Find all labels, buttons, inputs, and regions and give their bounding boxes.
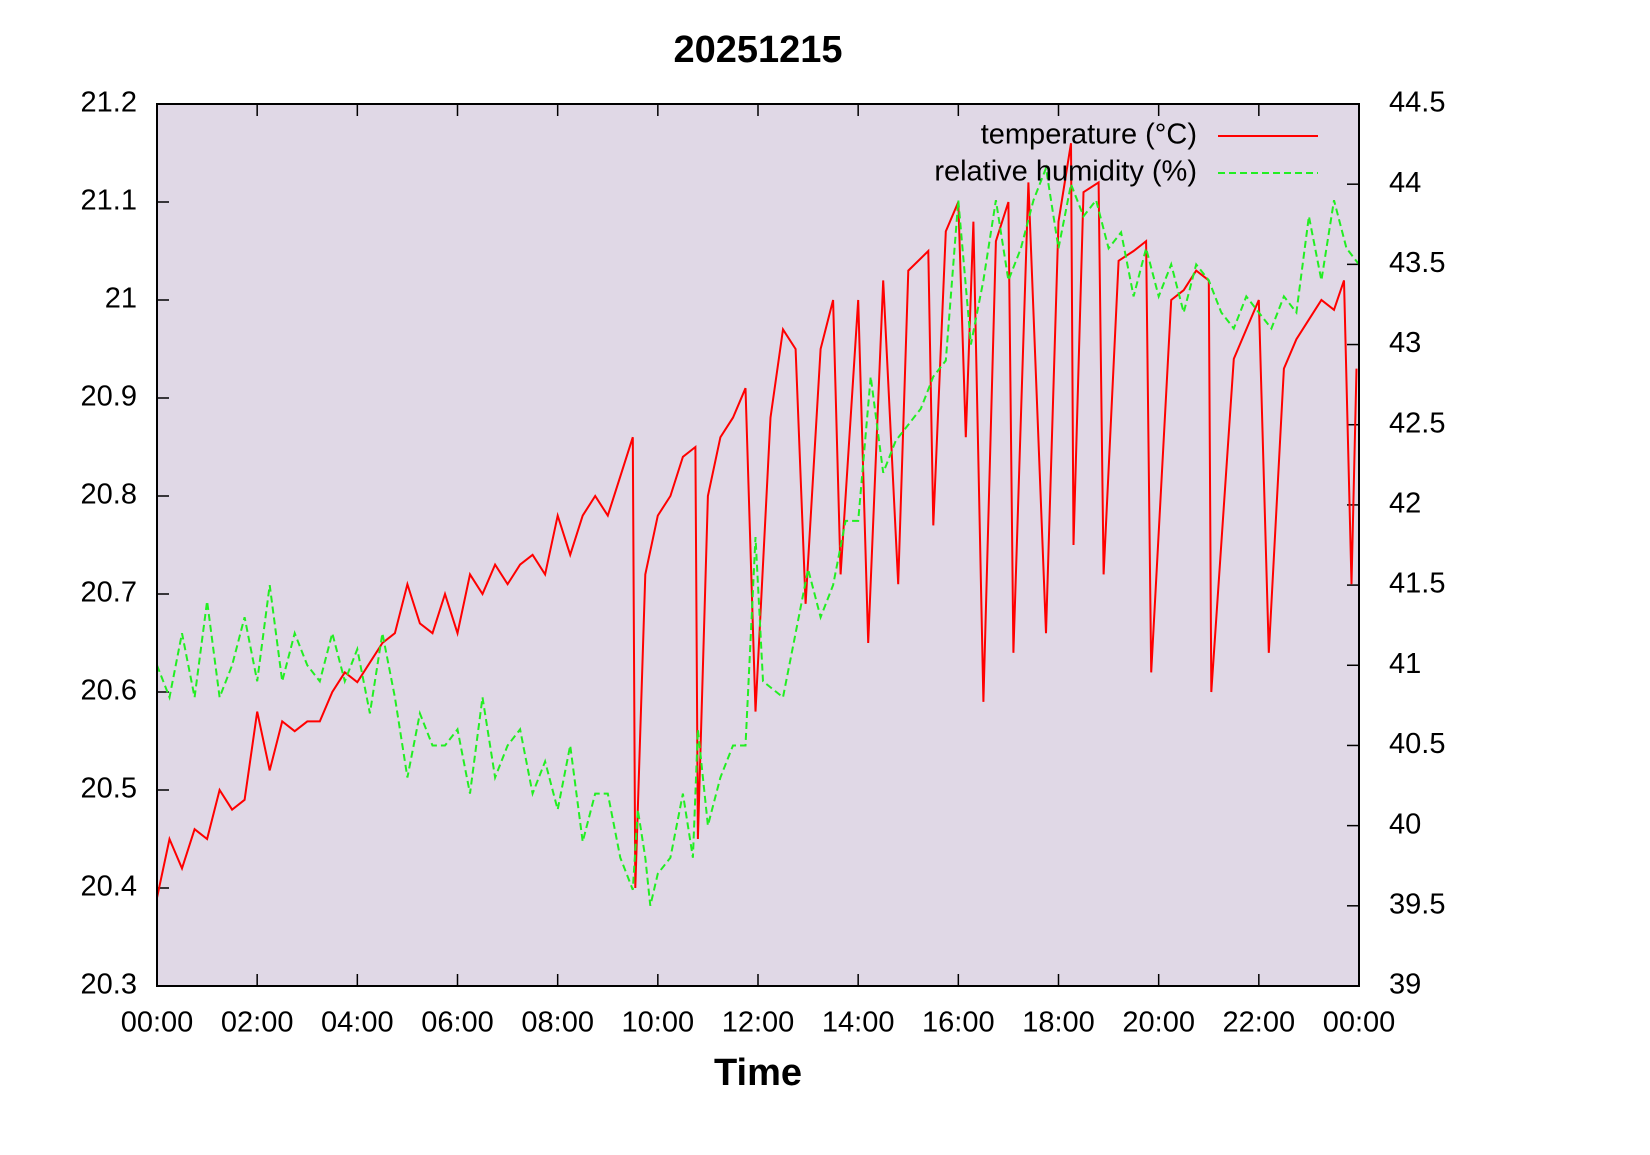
- y-tick-label: 21: [105, 283, 137, 315]
- y2-tick-label: 39.5: [1389, 888, 1445, 920]
- x-tick-label: 18:00: [1022, 1007, 1095, 1039]
- legend-label: temperature (°C): [981, 119, 1197, 151]
- x-axis-label: Time: [714, 1052, 802, 1094]
- x-tick-label: 00:00: [121, 1007, 194, 1039]
- y2-tick-label: 40: [1389, 808, 1421, 840]
- y-tick-label: 20.7: [81, 577, 137, 609]
- y-tick-label: 21.2: [81, 87, 137, 119]
- y2-tick-label: 43.5: [1389, 247, 1445, 279]
- y2-tick-label: 44.5: [1389, 87, 1445, 119]
- y-tick-label: 20.5: [81, 773, 137, 805]
- y-tick-label: 20.6: [81, 675, 137, 707]
- y2-tick-label: 42: [1389, 488, 1421, 520]
- x-tick-label: 02:00: [221, 1007, 294, 1039]
- series-line: [156, 143, 1358, 899]
- y2-tick-label: 43: [1389, 327, 1421, 359]
- y2-tick-label: 44: [1389, 167, 1421, 199]
- x-tick-label: 14:00: [822, 1007, 895, 1039]
- x-tick-label: 22:00: [1223, 1007, 1296, 1039]
- x-tick-label: 16:00: [922, 1007, 995, 1039]
- y-tick-label: 20.9: [81, 381, 137, 413]
- x-tick-label: 08:00: [521, 1007, 594, 1039]
- x-tick-label: 04:00: [321, 1007, 394, 1039]
- y-tick-label: 20.4: [81, 871, 137, 903]
- y2-tick-label: 41: [1389, 648, 1421, 680]
- y-tick-label: 21.1: [81, 185, 137, 217]
- x-tick-label: 12:00: [722, 1007, 795, 1039]
- legend-label: relative humidity (%): [934, 156, 1197, 188]
- chart-title: 20251215: [673, 29, 842, 71]
- x-tick-label: 10:00: [622, 1007, 695, 1039]
- x-tick-label: 00:00: [1323, 1007, 1396, 1039]
- y2-tick-label: 40.5: [1389, 728, 1445, 760]
- y2-tick-label: 42.5: [1389, 407, 1445, 439]
- y-tick-label: 20.3: [81, 969, 137, 1001]
- x-tick-label: 06:00: [421, 1007, 494, 1039]
- y-tick-label: 20.8: [81, 479, 137, 511]
- y2-tick-label: 39: [1389, 969, 1421, 1001]
- plot-frame: [156, 103, 1360, 987]
- series-line: [156, 164, 1360, 907]
- plot-area: [157, 104, 1359, 986]
- x-tick-label: 20:00: [1122, 1007, 1195, 1039]
- y2-tick-label: 41.5: [1389, 568, 1445, 600]
